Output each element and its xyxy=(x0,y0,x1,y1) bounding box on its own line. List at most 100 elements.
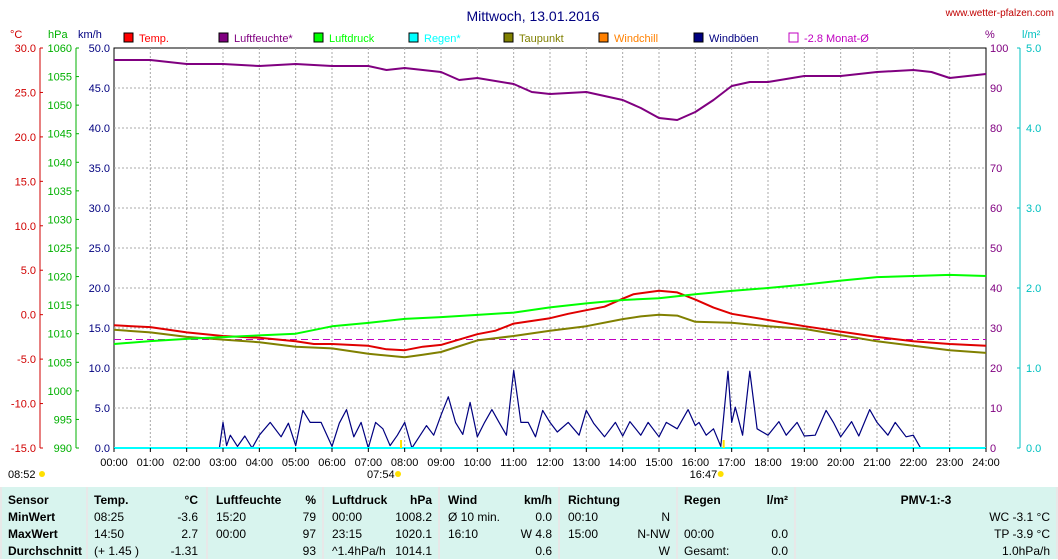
cell-label: 00:10 xyxy=(568,510,599,524)
table-column: Sensor MinWert MaxWert Durchschnitt xyxy=(2,487,86,559)
wind-tick-label: 10.0 xyxy=(89,363,110,375)
cell-value: 1020.1 xyxy=(395,527,432,541)
table-row: 15:00 N-NW xyxy=(560,526,676,543)
temp-tick-label: 25.0 xyxy=(15,87,36,99)
series-windb-en xyxy=(114,369,986,449)
wind-tick-label: 40.0 xyxy=(89,123,110,135)
table-row: 93 xyxy=(208,543,322,560)
rain-tick-label: 2.0 xyxy=(1026,283,1041,295)
legend-swatch xyxy=(123,32,134,43)
cell-label: Temp. xyxy=(94,493,129,507)
humidity-tick-label: 30 xyxy=(990,323,1002,335)
x-axis: 00:00 01:00 02:00 03:00 04:00 05:00 06:00 07:00… xyxy=(8,440,1000,481)
temp-tick-label: 20.0 xyxy=(15,132,36,144)
legend-label: Taupunkt xyxy=(519,33,564,45)
legend-swatch xyxy=(503,32,514,43)
table-row: 14:50 2.7 xyxy=(88,526,206,543)
humidity-tick-label: 100 xyxy=(990,43,1008,55)
legend-swatch xyxy=(218,32,229,43)
table-row: (+ 1.45 ) -1.31 xyxy=(88,543,206,560)
cell-value: TP -3.9 °C xyxy=(994,527,1050,541)
table-row: 0.6 xyxy=(440,543,558,560)
table-row: 00:00 0.0 xyxy=(678,526,794,543)
humidity-unit: % xyxy=(985,29,995,41)
series-taupunkt xyxy=(113,313,987,359)
x-tick-label: 08:00 xyxy=(391,457,419,469)
cell-value: 0.0 xyxy=(535,510,552,524)
cell-label: MaxWert xyxy=(8,527,58,541)
table-column: Regen l/m² 00:00 0.0 Gesamt: 0.0 xyxy=(678,487,794,559)
pressure-tick-label: 1050 xyxy=(48,100,72,112)
rain-tick-label: 0.0 xyxy=(1026,443,1041,455)
table-row: 23:15 1020.1 xyxy=(324,526,438,543)
rain-unit: l/m² xyxy=(1022,29,1041,41)
x-tick-label: 23:00 xyxy=(936,457,964,469)
temp-tick-label: -5.0 xyxy=(17,354,36,366)
pressure-tick-label: 1040 xyxy=(48,157,72,169)
table-row: 16:10 W 4.8 xyxy=(440,526,558,543)
table-column: PMV-1:-3 WC -3.1 °C TP -3.9 °C 1.0hPa/h xyxy=(796,487,1056,559)
stats-table: Sensor MinWert MaxWert Durchschnitt Temp. °C 0… xyxy=(0,487,1058,559)
wind-tick-label: 25.0 xyxy=(89,243,110,255)
x-tick-label: 21:00 xyxy=(863,457,891,469)
cell-value: 0.0 xyxy=(771,527,788,541)
cell-label: Ø 10 min. xyxy=(448,510,501,524)
table-header: Luftfeuchte% xyxy=(208,492,322,509)
rain-tick-label: 4.0 xyxy=(1026,123,1041,135)
table-row: 00:10 N xyxy=(560,509,676,526)
series-temp- xyxy=(113,289,987,352)
rain-tick-label: 5.0 xyxy=(1026,43,1041,55)
cell-value: 93 xyxy=(302,544,316,558)
cell-label: 14:50 xyxy=(94,527,125,541)
pressure-unit: hPa xyxy=(48,29,68,41)
cell-label: Sensor xyxy=(8,493,49,507)
humidity-tick-label: 40 xyxy=(990,283,1002,295)
pressure-tick-label: 1015 xyxy=(48,300,72,312)
table-row: W xyxy=(560,543,676,560)
legend-label: Windböen xyxy=(709,33,759,45)
source-url: www.wetter-pfalzen.com xyxy=(945,8,1054,19)
table-header: Regen l/m² xyxy=(678,492,794,509)
sun-time-label: 16:47 xyxy=(690,469,718,481)
humidity-tick-label: 80 xyxy=(990,123,1002,135)
x-tick-label: 11:00 xyxy=(500,457,527,469)
humidity-tick-label: 20 xyxy=(990,363,1002,375)
sun-icon xyxy=(39,471,45,477)
pressure-tick-label: 990 xyxy=(54,443,72,455)
cell-label: 15:00 xyxy=(568,527,599,541)
cell-label: ^1.4hPa/h xyxy=(332,544,386,558)
table-row xyxy=(678,509,794,526)
table-row: Gesamt: 0.0 xyxy=(678,543,794,560)
cell-value: 0.6 xyxy=(535,544,552,558)
x-tick-label: 00:00 xyxy=(100,457,128,469)
x-tick-label: 14:00 xyxy=(609,457,637,469)
cell-label: 15:20 xyxy=(216,510,247,524)
cell-value: WC -3.1 °C xyxy=(989,510,1050,524)
table-row: 00:00 97 xyxy=(208,526,322,543)
cell-value: hPa xyxy=(409,493,432,507)
x-tick-label: 07:00 xyxy=(355,457,383,469)
x-tick-label: 15:00 xyxy=(645,457,673,469)
pressure-tick-label: 1000 xyxy=(48,386,72,398)
cell-label: 08:25 xyxy=(94,510,125,524)
cell-value: 1008.2 xyxy=(395,510,432,524)
cell-label: 00:00 xyxy=(332,510,363,524)
cell-label: PMV-1:-3 xyxy=(900,493,952,507)
legend-label: Luftdruck xyxy=(329,33,375,45)
cell-label: Gesamt: xyxy=(684,544,730,558)
x-tick-label: 17:00 xyxy=(718,457,746,469)
cell-value: N-NW xyxy=(637,527,670,541)
humidity-tick-label: 0 xyxy=(990,443,996,455)
cell-label: Wind xyxy=(448,493,478,507)
sun-time-label: 07:54 xyxy=(367,469,395,481)
cell-label: 00:00 xyxy=(684,527,715,541)
rain-tick-label: 3.0 xyxy=(1026,203,1041,215)
table-header: Richtung xyxy=(560,492,676,509)
temp-tick-label: 10.0 xyxy=(15,221,36,233)
x-tick-label: 24:00 xyxy=(972,457,1000,469)
table-column: Wind km/h Ø 10 min. 0.0 16:10 W 4.8 0.6 xyxy=(440,487,558,559)
table-row: ^1.4hPa/h 1014.1 xyxy=(324,543,438,560)
cell-value: 1.0hPa/h xyxy=(1001,544,1050,558)
x-tick-label: 22:00 xyxy=(900,457,928,469)
cell-label: Regen xyxy=(684,493,721,507)
